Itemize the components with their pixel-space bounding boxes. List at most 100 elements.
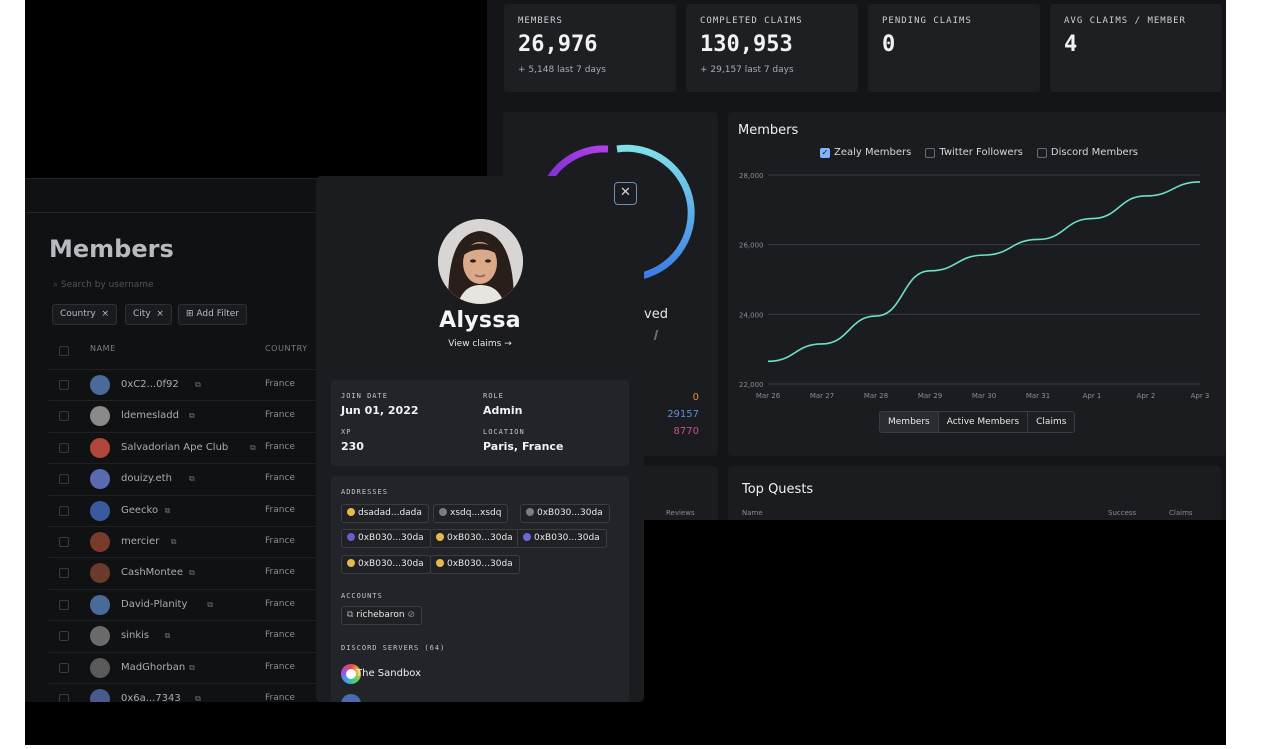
account-pill[interactable]: ⧉ richebaron ⊘ — [341, 606, 423, 625]
tab-members[interactable]: Members — [880, 412, 939, 432]
table-row[interactable]: CashMontee ⧉ France — [49, 557, 325, 588]
avatar — [90, 563, 110, 584]
external-link-icon[interactable]: ⧉ — [195, 694, 201, 702]
table-row[interactable]: Geecko ⧉ France — [49, 494, 325, 526]
filter-label: Country — [60, 309, 96, 319]
filter-chip-city[interactable]: City × — [125, 304, 172, 325]
avatar — [90, 437, 110, 458]
members-title: Members — [49, 235, 174, 263]
row-checkbox[interactable] — [59, 568, 69, 579]
address-pill[interactable]: 0xB030...30da — [520, 504, 610, 523]
xp-value: 230 — [341, 440, 364, 453]
remove-filter-icon[interactable]: × — [153, 309, 164, 319]
remove-filter-icon[interactable]: × — [98, 309, 110, 319]
avatar — [90, 689, 110, 702]
checkbox-checked-icon[interactable]: ✓ — [820, 147, 830, 158]
table-row[interactable]: ldemesladd ⧉ France — [49, 400, 325, 431]
address-pill[interactable]: dsadad...dada — [341, 504, 429, 523]
search-input[interactable]: ⌕ Search by username — [53, 280, 154, 290]
table-row[interactable]: David-Planity ⧉ France — [49, 588, 325, 620]
chain-icon — [526, 508, 534, 516]
avatar — [90, 500, 110, 521]
table-row[interactable]: MadGhorban ⧉ France — [49, 651, 325, 683]
row-checkbox[interactable] — [59, 537, 69, 547]
address-pill[interactable]: 0xB030...30da — [430, 529, 520, 548]
members-topbar — [25, 179, 325, 213]
row-checkbox[interactable] — [59, 599, 69, 610]
row-checkbox[interactable] — [59, 505, 69, 516]
view-claims-link[interactable]: View claims → — [448, 339, 512, 349]
member-country: France — [265, 410, 295, 421]
filter-label: City — [133, 309, 151, 319]
external-link-icon[interactable]: ⧉ — [164, 505, 171, 515]
member-name[interactable]: ldemesladd — [121, 410, 179, 422]
external-link-icon[interactable]: ⧉ — [195, 380, 201, 389]
legend-discord-members[interactable]: Discord Members — [1036, 147, 1138, 158]
member-name[interactable]: sinkis — [121, 630, 150, 642]
add-filter-button[interactable]: ⊞ Add Filter — [178, 304, 247, 325]
member-name[interactable]: CashMontee — [121, 567, 183, 579]
row-checkbox[interactable] — [59, 694, 69, 702]
address-text: 0xB030...30da — [358, 559, 424, 569]
member-name[interactable]: Salvadorian Ape Club — [121, 441, 229, 453]
external-link-icon[interactable]: ⧉ — [170, 537, 177, 546]
address-pill[interactable]: 0xB030...30da — [517, 529, 607, 548]
row-checkbox[interactable] — [59, 442, 69, 453]
checkbox-icon[interactable] — [925, 147, 936, 158]
external-link-icon[interactable]: ⧉ — [250, 442, 256, 452]
tab-active-members[interactable]: Active Members — [938, 412, 1029, 432]
tab-claims[interactable]: Claims — [1028, 412, 1075, 432]
avatar — [90, 626, 110, 647]
member-country: France — [265, 630, 295, 641]
column-country: COUNTRY — [265, 344, 308, 353]
reviews-header: Reviews — [666, 509, 695, 517]
chain-icon — [347, 559, 355, 567]
member-country: France — [265, 598, 295, 609]
close-icon[interactable]: ✕ — [614, 182, 637, 205]
chart-tab-group: Members Active Members Claims — [879, 411, 1076, 433]
member-name[interactable]: 0x6a...7343 — [121, 693, 181, 702]
avatar — [90, 594, 110, 615]
external-link-icon[interactable]: ⧉ — [164, 631, 171, 641]
member-name[interactable]: mercier — [121, 536, 160, 547]
member-name[interactable]: MadGhorban — [121, 661, 186, 673]
row-checkbox[interactable] — [59, 474, 69, 485]
address-pill[interactable]: xsdq...xsdq — [433, 504, 509, 523]
member-name[interactable]: 0xC2...0f92 — [121, 379, 179, 390]
member-name[interactable]: David-Planity — [121, 598, 188, 610]
external-link-icon[interactable]: ⧉ — [189, 568, 195, 578]
address-pill[interactable]: 0xB030...30da — [430, 555, 520, 574]
table-row[interactable]: 0xC2...0f92 ⧉ France — [49, 369, 325, 400]
row-checkbox[interactable] — [59, 411, 69, 422]
stat-label: AVG CLAIMS / MEMBER — [1064, 16, 1186, 26]
checkbox-icon[interactable] — [1036, 147, 1047, 158]
avatar — [90, 469, 110, 490]
external-link-icon[interactable]: ⧉ — [189, 662, 195, 672]
member-name[interactable]: douizy.eth — [121, 473, 172, 485]
table-row[interactable]: sinkis ⧉ France — [49, 620, 325, 651]
server-logo-icon — [341, 694, 361, 702]
external-link-icon[interactable]: ⧉ — [207, 599, 214, 609]
external-link-icon[interactable]: ⧉ — [189, 474, 195, 484]
row-checkbox[interactable] — [59, 380, 69, 390]
filter-chip-country[interactable]: Country × — [52, 304, 118, 325]
table-row[interactable]: mercier ⧉ France — [49, 526, 325, 557]
stat-sub: + 5,148 last 7 days — [518, 65, 606, 75]
row-checkbox[interactable] — [59, 662, 69, 673]
table-row[interactable]: Salvadorian Ape Club ⧉ France — [49, 431, 325, 463]
address-pill[interactable]: 0xB030...30da — [341, 529, 431, 548]
external-link-icon[interactable]: ⧉ — [189, 411, 195, 421]
avatar — [90, 657, 110, 678]
donut-segment-purple — [544, 145, 609, 184]
addresses-label: ADDRESSES — [341, 488, 388, 496]
chain-icon — [347, 508, 355, 516]
address-pill[interactable]: 0xB030...30da — [341, 555, 431, 574]
table-row[interactable]: 0x6a...7343 ⧉ France — [49, 683, 325, 702]
table-row[interactable]: douizy.eth ⧉ France — [49, 463, 325, 494]
row-checkbox[interactable] — [59, 631, 69, 642]
legend-twitter-followers[interactable]: Twitter Followers — [925, 147, 1023, 158]
select-all-checkbox[interactable] — [59, 346, 69, 356]
analytics-dashboard: MEMBERS 26,976 + 5,148 last 7 days COMPL… — [487, 0, 1226, 520]
legend-zealy-members[interactable]: ✓ Zealy Members — [820, 147, 911, 158]
member-name[interactable]: Geecko — [121, 504, 159, 516]
